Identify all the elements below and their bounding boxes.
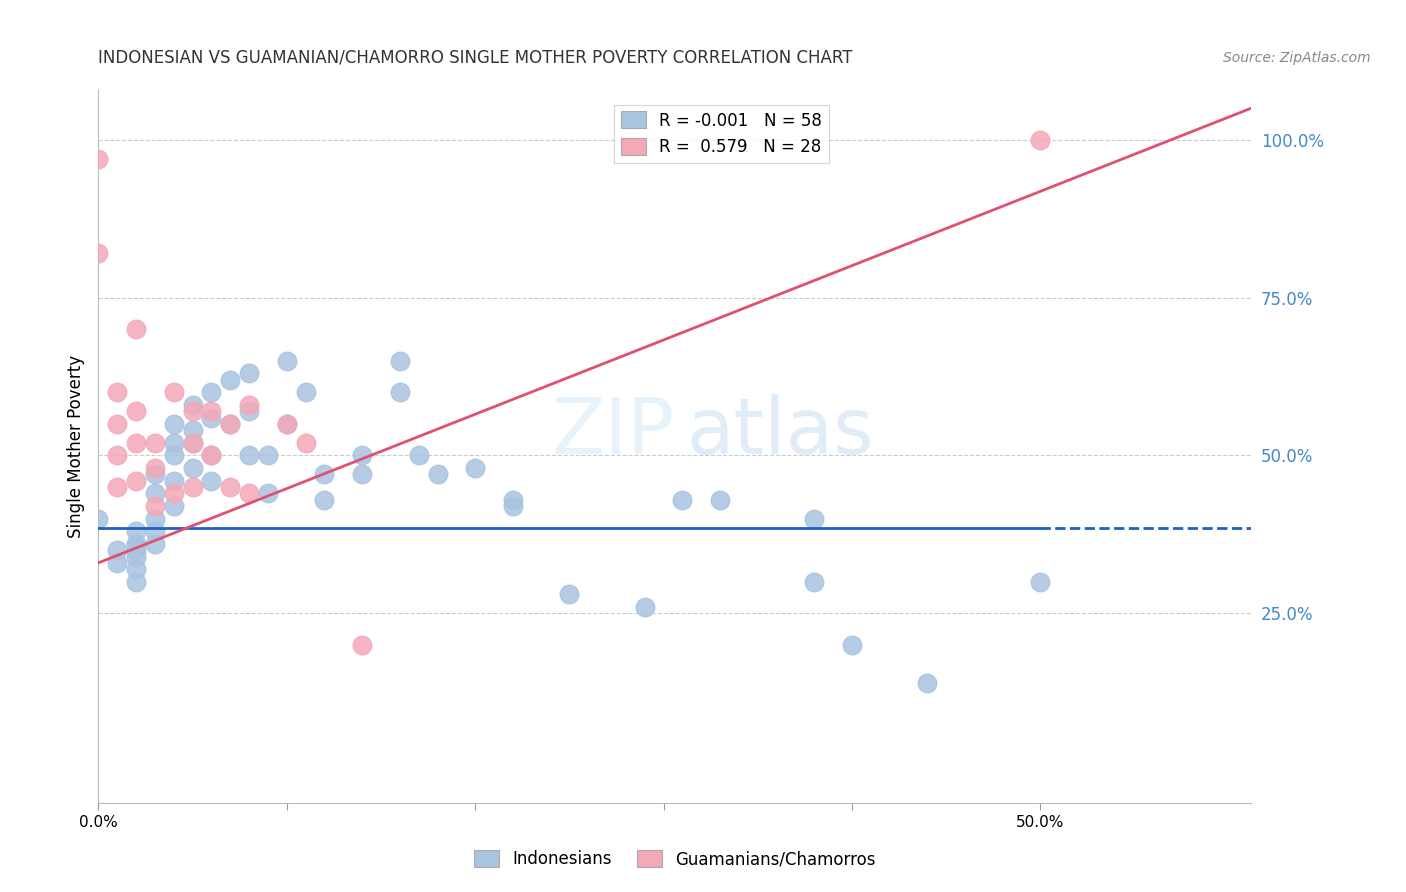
Point: [388, 385, 411, 400]
Legend: R = -0.001   N = 58, R =  0.579   N = 28: R = -0.001 N = 58, R = 0.579 N = 28: [614, 104, 828, 162]
Point: [163, 449, 186, 463]
Point: [105, 543, 128, 558]
Point: [314, 467, 336, 482]
Point: [502, 492, 524, 507]
Point: [200, 474, 222, 488]
Point: [1029, 133, 1052, 147]
Point: [200, 404, 222, 418]
Point: [219, 417, 242, 431]
Point: [314, 492, 336, 507]
Point: [388, 353, 411, 368]
Point: [125, 474, 148, 488]
Point: [105, 556, 128, 570]
Point: [917, 675, 939, 690]
Point: [352, 467, 374, 482]
Point: [125, 537, 148, 551]
Point: [276, 417, 298, 431]
Text: ZIP: ZIP: [553, 393, 675, 470]
Point: [238, 404, 260, 418]
Point: [163, 385, 186, 400]
Legend: Indonesians, Guamanians/Chamorros: Indonesians, Guamanians/Chamorros: [467, 843, 883, 875]
Point: [181, 435, 204, 450]
Point: [803, 511, 825, 525]
Point: [105, 449, 128, 463]
Point: [276, 353, 298, 368]
Point: [181, 435, 204, 450]
Point: [125, 543, 148, 558]
Point: [257, 449, 280, 463]
Point: [163, 474, 186, 488]
Point: [163, 417, 186, 431]
Point: [558, 587, 581, 601]
Point: [87, 511, 110, 525]
Point: [125, 549, 148, 564]
Point: [125, 524, 148, 539]
Point: [257, 486, 280, 500]
Point: [634, 600, 657, 615]
Point: [276, 417, 298, 431]
Point: [709, 492, 731, 507]
Point: [143, 524, 166, 539]
Point: [294, 435, 316, 450]
Point: [238, 486, 260, 500]
Point: [200, 410, 222, 425]
Point: [143, 537, 166, 551]
Point: [238, 449, 260, 463]
Point: [87, 152, 110, 166]
Point: [219, 480, 242, 494]
Point: [502, 499, 524, 513]
Point: [105, 417, 128, 431]
Point: [464, 461, 486, 475]
Point: [143, 499, 166, 513]
Point: [181, 423, 204, 437]
Point: [181, 404, 204, 418]
Point: [163, 499, 186, 513]
Point: [143, 435, 166, 450]
Point: [238, 398, 260, 412]
Point: [1029, 574, 1052, 589]
Point: [143, 467, 166, 482]
Text: atlas: atlas: [686, 393, 875, 470]
Y-axis label: Single Mother Poverty: Single Mother Poverty: [66, 354, 84, 538]
Point: [803, 574, 825, 589]
Point: [426, 467, 449, 482]
Point: [181, 461, 204, 475]
Point: [294, 385, 316, 400]
Point: [125, 537, 148, 551]
Point: [181, 398, 204, 412]
Point: [238, 367, 260, 381]
Point: [671, 492, 693, 507]
Point: [125, 435, 148, 450]
Point: [408, 449, 430, 463]
Point: [125, 404, 148, 418]
Point: [219, 373, 242, 387]
Point: [163, 435, 186, 450]
Point: [352, 449, 374, 463]
Point: [200, 449, 222, 463]
Text: INDONESIAN VS GUAMANIAN/CHAMORRO SINGLE MOTHER POVERTY CORRELATION CHART: INDONESIAN VS GUAMANIAN/CHAMORRO SINGLE …: [98, 49, 853, 67]
Point: [125, 562, 148, 576]
Point: [143, 461, 166, 475]
Point: [143, 511, 166, 525]
Point: [352, 638, 374, 652]
Point: [181, 480, 204, 494]
Point: [163, 486, 186, 500]
Point: [219, 417, 242, 431]
Text: Source: ZipAtlas.com: Source: ZipAtlas.com: [1223, 51, 1371, 65]
Point: [200, 449, 222, 463]
Point: [143, 486, 166, 500]
Point: [125, 322, 148, 336]
Point: [87, 246, 110, 260]
Point: [125, 574, 148, 589]
Point: [841, 638, 863, 652]
Point: [200, 385, 222, 400]
Point: [105, 480, 128, 494]
Point: [105, 385, 128, 400]
